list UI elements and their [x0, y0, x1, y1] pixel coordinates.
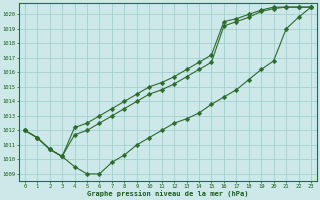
X-axis label: Graphe pression niveau de la mer (hPa): Graphe pression niveau de la mer (hPa): [87, 190, 249, 197]
